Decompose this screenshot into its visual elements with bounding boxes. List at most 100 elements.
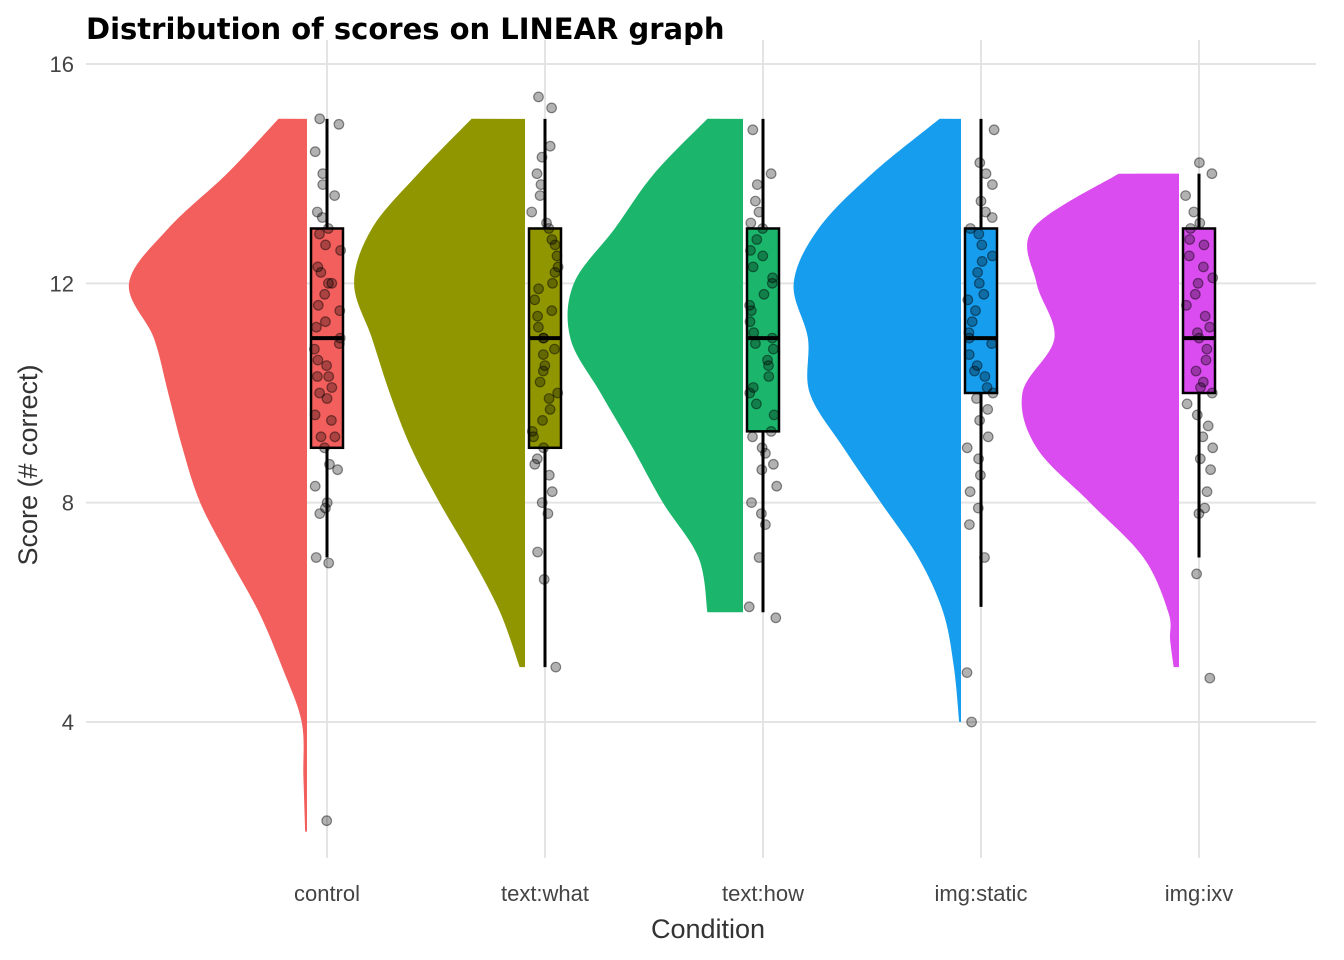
data-point [1201, 343, 1213, 355]
density-cloud-img-static [793, 118, 961, 723]
data-point [757, 250, 769, 262]
data-point [745, 217, 757, 229]
data-point [980, 206, 991, 218]
x-tick-labels: control text:what text:how img:static img:ix… [294, 881, 1233, 906]
y-axis-title: Score (# correct) [13, 364, 43, 565]
data-point [744, 316, 756, 328]
data-point [544, 140, 556, 152]
data-point [987, 250, 998, 262]
data-point [532, 310, 543, 322]
data-point [1197, 376, 1209, 388]
data-point [536, 151, 548, 163]
data-point [550, 661, 562, 673]
data-point [1188, 206, 1200, 218]
data-point [531, 453, 543, 465]
data-point [312, 354, 324, 366]
data-point [1200, 354, 1212, 366]
data-point [961, 667, 973, 678]
data-point [320, 239, 331, 251]
data-point [753, 552, 765, 563]
data-point [981, 382, 993, 393]
data-point [973, 228, 985, 240]
data-point [549, 267, 561, 278]
data-point [1207, 442, 1219, 454]
data-point [970, 305, 981, 317]
data-point [964, 519, 975, 530]
data-point [1191, 568, 1202, 580]
data-point [1197, 261, 1209, 273]
data-point [311, 206, 323, 218]
data-point [543, 469, 555, 481]
data-point [322, 223, 334, 234]
density-cloud-img-ixv [1021, 173, 1179, 668]
data-point [329, 431, 341, 443]
data-point [765, 168, 777, 180]
jitter-points [309, 91, 1219, 827]
data-point [320, 316, 331, 328]
data-point [744, 299, 755, 311]
data-point [961, 442, 973, 454]
data-point [966, 316, 978, 328]
data-point [745, 305, 757, 317]
data-point [746, 497, 757, 509]
y-tick-label: 16 [50, 52, 74, 77]
data-point [965, 223, 976, 234]
box-img-static [963, 227, 999, 395]
data-point [758, 288, 770, 300]
data-point [329, 190, 341, 202]
x-tick-label: img:ixv [1165, 881, 1233, 906]
data-point [768, 409, 780, 421]
data-point [1201, 486, 1213, 498]
data-point [1181, 398, 1193, 410]
data-point [974, 157, 986, 169]
data-point [538, 442, 549, 454]
data-point [1184, 234, 1196, 245]
data-point [319, 288, 331, 300]
data-point [312, 299, 324, 311]
data-point [971, 393, 982, 404]
data-point [963, 327, 975, 339]
data-point [315, 431, 327, 443]
data-point [544, 404, 556, 415]
data-point [747, 382, 759, 393]
data-point [314, 113, 326, 125]
data-point [537, 365, 549, 377]
data-point [324, 458, 335, 470]
data-point [1185, 223, 1196, 234]
data-point [532, 546, 543, 558]
data-point [1193, 157, 1205, 169]
data-point [529, 458, 541, 470]
data-point [326, 277, 338, 289]
data-point [309, 480, 321, 492]
data-point [964, 486, 976, 498]
data-point [323, 277, 334, 289]
data-point [537, 332, 549, 344]
data-point [756, 442, 768, 454]
data-point [756, 508, 767, 519]
data-point [321, 393, 333, 404]
data-point [1183, 250, 1195, 262]
data-point [750, 338, 761, 350]
data-point [1204, 672, 1216, 684]
data-point [542, 508, 554, 519]
x-tick-label: text:what [501, 881, 589, 906]
data-point [1180, 299, 1192, 311]
data-point [309, 409, 321, 421]
data-point [539, 360, 551, 372]
data-point [760, 447, 771, 459]
data-point [323, 371, 335, 382]
data-point [1194, 453, 1206, 465]
data-point [538, 332, 549, 344]
data-point [334, 332, 346, 344]
data-point [1193, 508, 1205, 519]
data-point [1195, 382, 1206, 393]
data-point [546, 305, 558, 317]
data-point [975, 195, 987, 207]
data-point [529, 294, 541, 306]
data-point [533, 283, 544, 295]
data-point [311, 321, 322, 333]
data-point [552, 261, 564, 273]
y-tick-label: 12 [50, 271, 74, 296]
y-tick-label: 8 [62, 491, 74, 516]
data-point [763, 360, 774, 372]
